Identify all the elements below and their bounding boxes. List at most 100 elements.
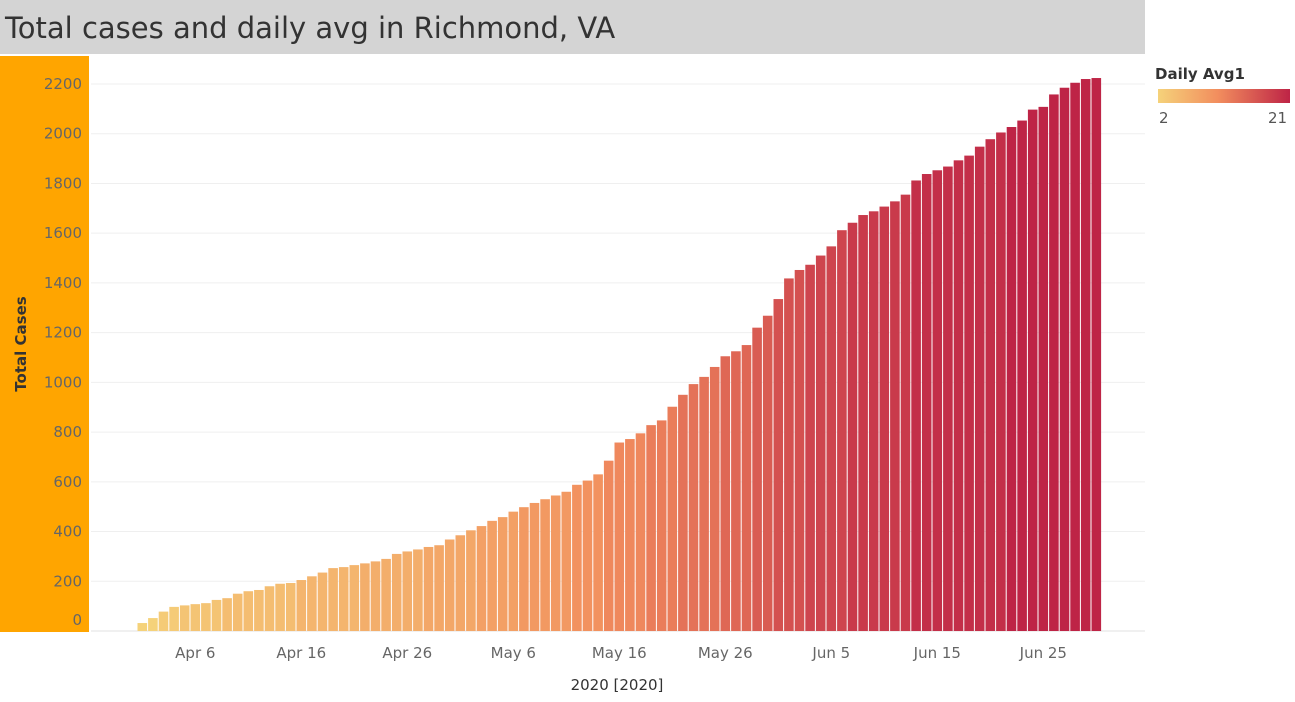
bar[interactable] <box>296 580 307 631</box>
bar[interactable] <box>487 520 497 631</box>
bar[interactable] <box>826 246 837 632</box>
bar[interactable] <box>752 327 762 631</box>
bar[interactable] <box>794 269 805 631</box>
bar[interactable] <box>391 553 402 631</box>
bar[interactable] <box>699 376 709 631</box>
bar[interactable] <box>307 576 317 631</box>
bar[interactable] <box>317 572 328 631</box>
bar[interactable] <box>720 356 731 631</box>
x-tick-label: Jun 25 <box>1019 644 1067 662</box>
bar[interactable] <box>837 230 847 631</box>
bar[interactable] <box>646 425 656 631</box>
bar[interactable] <box>370 561 381 631</box>
bar[interactable] <box>360 563 370 631</box>
bar[interactable] <box>593 474 603 631</box>
bar[interactable] <box>974 146 985 631</box>
bar[interactable] <box>455 535 466 631</box>
bar[interactable] <box>423 546 434 631</box>
bar[interactable] <box>264 586 275 631</box>
bar[interactable] <box>519 507 529 631</box>
bar[interactable] <box>858 215 868 631</box>
bar[interactable] <box>158 611 169 631</box>
bar[interactable] <box>678 394 688 631</box>
bar[interactable] <box>328 568 338 631</box>
bar[interactable] <box>1006 127 1017 631</box>
bar[interactable] <box>762 315 773 631</box>
bar[interactable] <box>921 174 932 631</box>
bar[interactable] <box>985 139 996 631</box>
bar[interactable] <box>222 598 232 631</box>
bar[interactable] <box>1059 87 1070 632</box>
y-tick-label: 1200 <box>44 324 82 342</box>
bar[interactable] <box>582 480 593 631</box>
bar[interactable] <box>625 439 635 631</box>
x-tick-label: May 16 <box>592 644 647 662</box>
bar[interactable] <box>815 255 826 631</box>
bar[interactable] <box>572 484 582 631</box>
bar[interactable] <box>179 605 190 631</box>
bar[interactable] <box>508 511 519 631</box>
bar[interactable] <box>1080 79 1091 631</box>
bar[interactable] <box>784 278 794 631</box>
bar[interactable] <box>1038 106 1049 632</box>
bar[interactable] <box>529 502 540 631</box>
bar[interactable] <box>169 606 179 631</box>
bar[interactable] <box>847 222 858 632</box>
bar[interactable] <box>614 442 625 631</box>
bar[interactable] <box>1070 82 1080 631</box>
bar[interactable] <box>476 526 487 631</box>
bar[interactable] <box>444 539 455 632</box>
bar[interactable] <box>805 264 815 631</box>
bar[interactable] <box>434 545 444 631</box>
bar[interactable] <box>211 599 222 631</box>
bar[interactable] <box>381 558 391 631</box>
bar[interactable] <box>635 433 646 631</box>
bar[interactable] <box>731 351 741 631</box>
x-tick-labels: Apr 6 Apr 16 Apr 26 May 6 May 16 May 26 Jun 5 J… <box>175 644 1067 662</box>
bar[interactable] <box>254 589 264 631</box>
bar[interactable] <box>996 132 1006 632</box>
bar[interactable] <box>413 549 423 631</box>
bar[interactable] <box>943 166 953 632</box>
bar[interactable] <box>1049 94 1059 631</box>
bar[interactable] <box>338 567 349 631</box>
bar[interactable] <box>741 345 752 631</box>
bar[interactable] <box>890 201 900 632</box>
bars <box>137 78 1102 632</box>
bar[interactable] <box>232 593 243 631</box>
bar[interactable] <box>349 565 360 631</box>
bar[interactable] <box>667 406 678 631</box>
y-tick-label: 1400 <box>44 274 82 292</box>
bar[interactable] <box>190 604 201 631</box>
bar[interactable] <box>148 618 158 631</box>
bar[interactable] <box>656 420 667 631</box>
x-tick-label: Jun 15 <box>913 644 961 662</box>
bar[interactable] <box>1017 120 1027 632</box>
bar[interactable] <box>688 384 699 631</box>
bar[interactable] <box>1091 78 1102 631</box>
bar[interactable] <box>773 299 784 631</box>
bar[interactable] <box>911 180 921 631</box>
bar[interactable] <box>964 155 974 632</box>
bar[interactable] <box>879 206 890 631</box>
bar[interactable] <box>561 491 572 631</box>
bar[interactable] <box>953 160 964 631</box>
bar[interactable] <box>540 499 550 631</box>
legend-min-label: 2 <box>1159 109 1169 127</box>
bar[interactable] <box>932 170 943 631</box>
bar[interactable] <box>1027 109 1038 632</box>
bar[interactable] <box>550 495 561 631</box>
bar[interactable] <box>709 366 720 631</box>
bar[interactable] <box>137 623 148 631</box>
bar[interactable] <box>466 530 476 631</box>
bar[interactable] <box>603 460 614 631</box>
bar[interactable] <box>497 517 508 631</box>
bar[interactable] <box>275 583 285 631</box>
bar[interactable] <box>402 551 413 631</box>
bar[interactable] <box>201 603 211 631</box>
bar[interactable] <box>285 583 296 631</box>
y-axis-title: Total Cases <box>12 296 30 392</box>
bar[interactable] <box>900 194 911 631</box>
bar[interactable] <box>868 211 879 632</box>
bar[interactable] <box>243 591 254 631</box>
